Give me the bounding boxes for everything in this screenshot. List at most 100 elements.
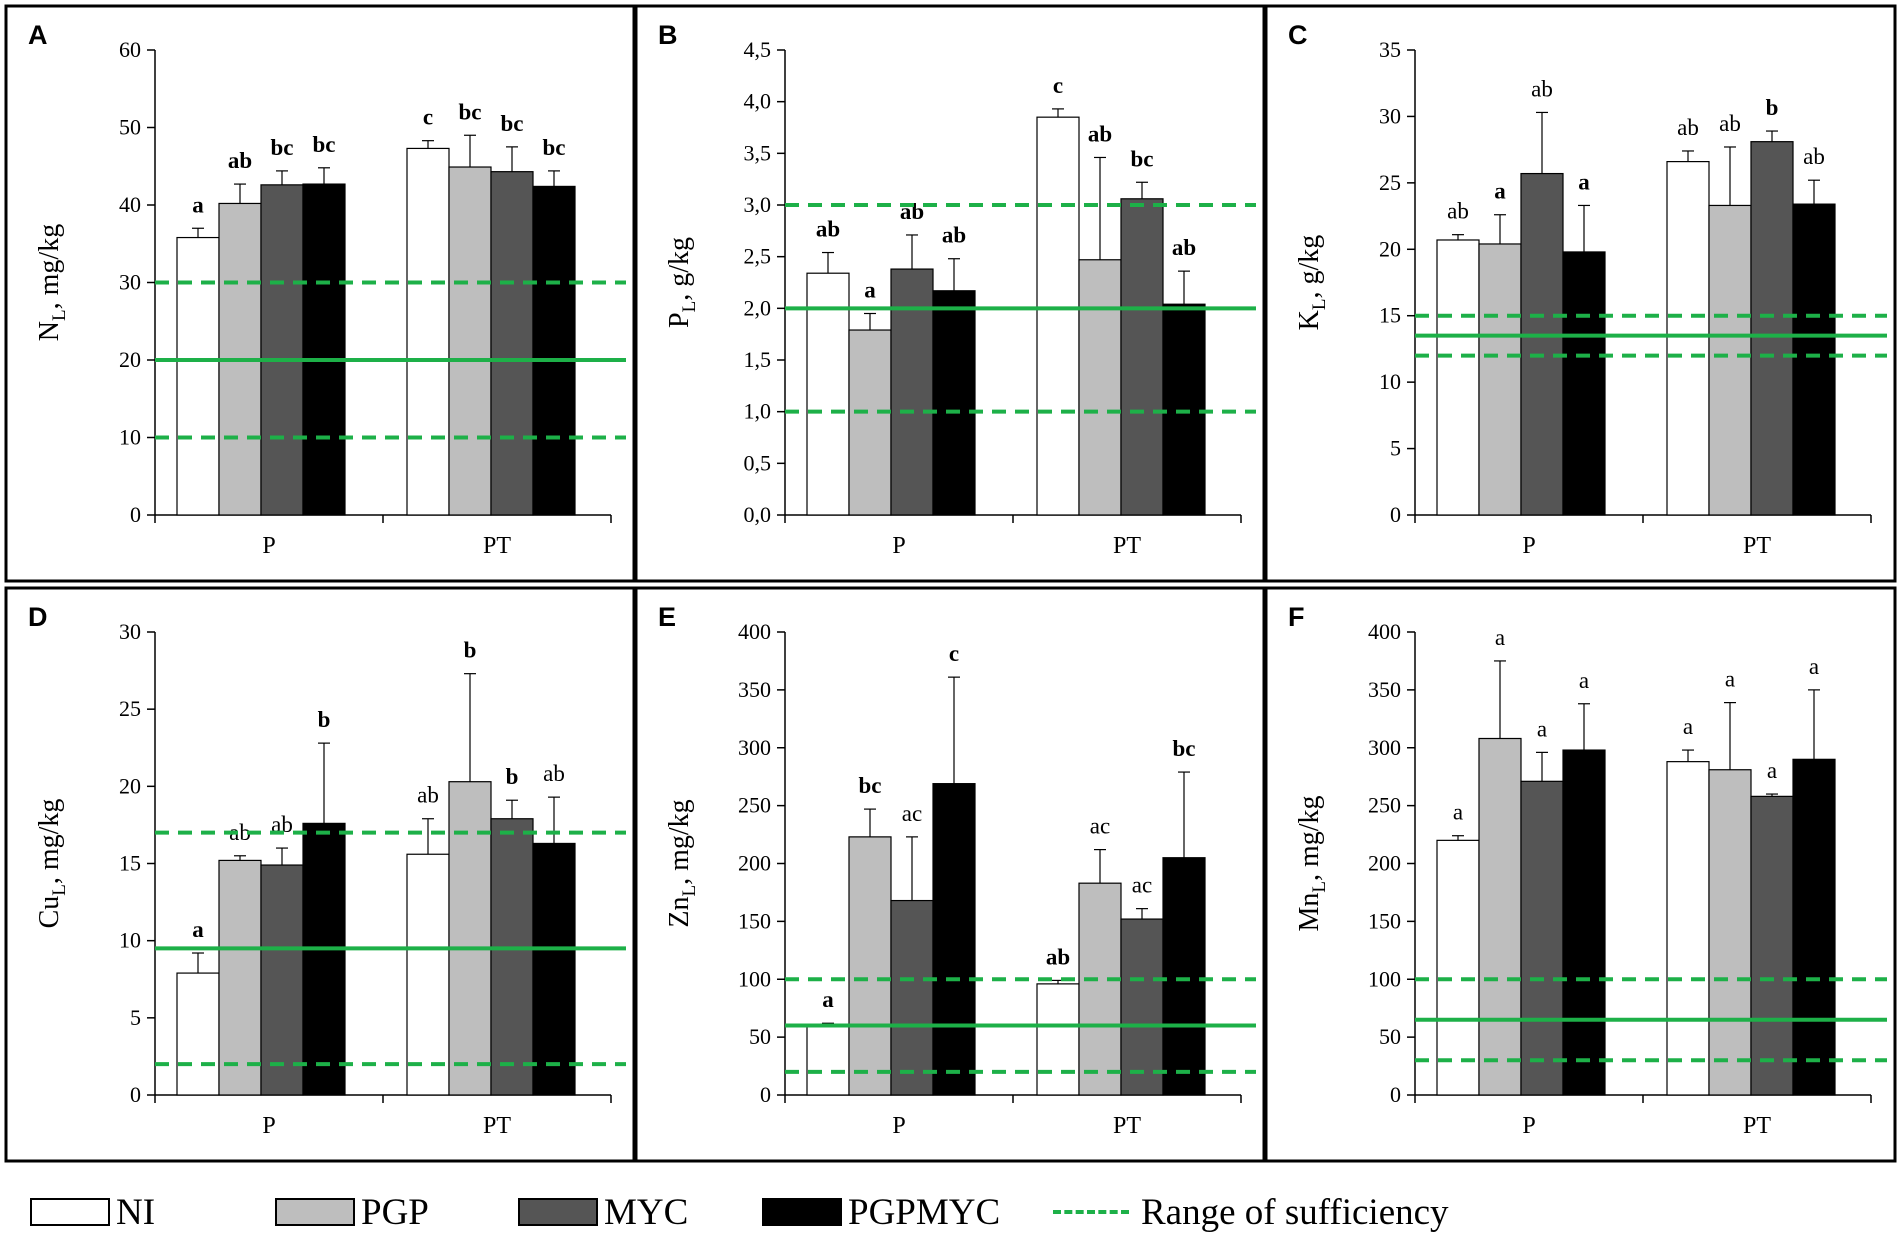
panel-e-bar-ni-pt bbox=[1036, 983, 1080, 1096]
panel-d-ytick-label: 5 bbox=[130, 1005, 141, 1030]
panel-e-significance-letter: bc bbox=[1173, 736, 1196, 761]
panel-e-category-label: P bbox=[892, 1113, 905, 1139]
panel-c-significance-letter: a bbox=[1578, 169, 1590, 194]
panel-f-bar-ni-pt bbox=[1666, 761, 1710, 1096]
panel-e-ytick-label: 0 bbox=[760, 1082, 771, 1107]
panel-c-bar-ni-pt bbox=[1666, 161, 1710, 516]
panel-c-ytick-label: 15 bbox=[1379, 303, 1401, 328]
panel-e-significance-letter: ab bbox=[1046, 944, 1070, 969]
panel-d-ytick-label: 30 bbox=[119, 619, 141, 644]
panel-b-category-label: P bbox=[892, 533, 905, 559]
panel-a-significance-letter: a bbox=[192, 192, 204, 217]
panel-f-bar-pgpmyc-p bbox=[1562, 749, 1606, 1096]
panel-b-category-label: PT bbox=[1113, 533, 1141, 559]
panel-a-ytick-label: 20 bbox=[119, 347, 141, 372]
legend-label-ni: NI bbox=[116, 1191, 156, 1233]
panel-a-significance-letter: bc bbox=[271, 135, 294, 160]
panel-f-significance-letter: a bbox=[1537, 716, 1547, 741]
panel-a-significance-letter: bc bbox=[501, 111, 524, 136]
panel-b-bar-myc-pt bbox=[1120, 198, 1164, 516]
panel-c-significance-letter: ab bbox=[1531, 76, 1553, 101]
panel-f-ytick-label: 250 bbox=[1368, 793, 1401, 818]
panel-f-significance-letter: a bbox=[1453, 800, 1463, 825]
legend-swatch-myc bbox=[518, 1198, 598, 1226]
panel-c-significance-letter: ab bbox=[1677, 115, 1699, 140]
panel-f-significance-letter: a bbox=[1767, 758, 1777, 783]
panel-e-significance-letter: bc bbox=[859, 773, 882, 798]
panel-a-bar-pgpmyc-p bbox=[302, 183, 346, 516]
panel-f-bar-pgpmyc-pt bbox=[1792, 758, 1836, 1096]
panel-d-significance-letter: ab bbox=[229, 820, 251, 845]
panel-a-bar-myc-p bbox=[260, 184, 304, 516]
panel-e-bar-pgp-p bbox=[848, 836, 892, 1096]
panel-f-ylabel: MnL, mg/kg bbox=[1294, 795, 1330, 931]
panel-d-ylabel: CuL, mg/kg bbox=[34, 799, 70, 929]
panel-a-ytick-label: 30 bbox=[119, 270, 141, 295]
panel-c-bar-pgpmyc-pt bbox=[1792, 203, 1836, 516]
panel-f-significance-letter: a bbox=[1579, 668, 1589, 693]
panel-a-ylabel: NL, mg/kg bbox=[34, 224, 70, 341]
panel-c-bar-pgpmyc-p bbox=[1562, 251, 1606, 516]
panel-d-bar-ni-pt bbox=[406, 853, 450, 1096]
panel-e-ytick-label: 200 bbox=[738, 851, 771, 876]
panel-d-significance-letter: b bbox=[464, 638, 477, 663]
panel-c-ytick-label: 5 bbox=[1390, 436, 1401, 461]
panel-c-bar-myc-pt bbox=[1750, 141, 1794, 516]
panel-c-significance-letter: b bbox=[1766, 95, 1779, 120]
panel-e-ytick-label: 300 bbox=[738, 735, 771, 760]
panel-f-bar-ni-p bbox=[1436, 839, 1480, 1096]
panel-a-significance-letter: bc bbox=[543, 135, 566, 160]
panel-c-significance-letter: ab bbox=[1447, 199, 1469, 224]
panel-e-significance-letter: ac bbox=[902, 801, 922, 826]
panel-b-significance-letter: bc bbox=[1131, 146, 1154, 171]
panel-f-bar-myc-p bbox=[1520, 780, 1564, 1096]
panel-e-ytick-label: 100 bbox=[738, 966, 771, 991]
panel-f-letter: F bbox=[1288, 602, 1305, 632]
legend-item-pgp: PGP bbox=[275, 1185, 429, 1239]
panel-b-significance-letter: ab bbox=[942, 223, 966, 248]
panel-a-ytick-label: 50 bbox=[119, 115, 141, 140]
panel-e-bar-ni-p bbox=[806, 1024, 850, 1096]
panel-e-significance-letter: ac bbox=[1090, 814, 1110, 839]
legend: NI PGP MYC PGPMYC Range of sufficiency bbox=[0, 1185, 1901, 1239]
legend-swatch-ni bbox=[30, 1198, 110, 1226]
panel-e-ylabel: ZnL, mg/kg bbox=[664, 799, 700, 927]
panel-e-ytick-label: 150 bbox=[738, 908, 771, 933]
panel-e-significance-letter: ac bbox=[1132, 873, 1152, 898]
panel-d-bar-pgp-p bbox=[218, 859, 262, 1096]
legend-swatch-pgpmyc bbox=[762, 1198, 842, 1226]
panel-f-significance-letter: a bbox=[1495, 625, 1505, 650]
panel-e-significance-letter: c bbox=[949, 641, 959, 666]
panel-a-category-label: PT bbox=[483, 533, 511, 559]
panel-b-bar-pgpmyc-p bbox=[932, 290, 976, 516]
panel-b-significance-letter: c bbox=[1053, 73, 1063, 98]
panel-a-letter: A bbox=[28, 20, 48, 50]
panel-b-significance-letter: ab bbox=[816, 217, 840, 242]
legend-item-ni: NI bbox=[30, 1185, 155, 1239]
panel-a-bar-ni-pt bbox=[406, 147, 450, 516]
panel-f-ytick-label: 400 bbox=[1368, 619, 1401, 644]
panel-c-bar-myc-p bbox=[1520, 172, 1564, 516]
panel-f-ytick-label: 50 bbox=[1379, 1024, 1401, 1049]
panel-a-significance-letter: bc bbox=[313, 132, 336, 157]
panel-c-bar-pgp-p bbox=[1478, 243, 1522, 516]
panel-f-significance-letter: a bbox=[1683, 714, 1693, 739]
legend-swatch-pgp bbox=[275, 1198, 355, 1226]
panel-e-bar-pgpmyc-p bbox=[932, 783, 976, 1096]
panel-a-significance-letter: bc bbox=[459, 99, 482, 124]
panel-f-category-label: PT bbox=[1743, 1113, 1771, 1139]
panel-e-bar-myc-pt bbox=[1120, 918, 1164, 1096]
panel-a-ytick-label: 40 bbox=[119, 192, 141, 217]
panel-b-ytick-label: 4,0 bbox=[744, 89, 772, 114]
panel-a-significance-letter: c bbox=[423, 105, 433, 130]
legend-item-sufficiency: Range of sufficiency bbox=[1053, 1185, 1449, 1239]
panel-f-ytick-label: 200 bbox=[1368, 851, 1401, 876]
panel-f-bar-pgp-p bbox=[1478, 737, 1522, 1096]
panel-b-ytick-label: 2,0 bbox=[744, 295, 772, 320]
panel-b-bar-ni-p bbox=[806, 272, 850, 516]
panel-d-ytick-label: 0 bbox=[130, 1082, 141, 1107]
panel-a-significance-letter: ab bbox=[228, 148, 252, 173]
panel-f-bar-myc-pt bbox=[1750, 795, 1794, 1096]
panel-c-bar-ni-p bbox=[1436, 239, 1480, 516]
